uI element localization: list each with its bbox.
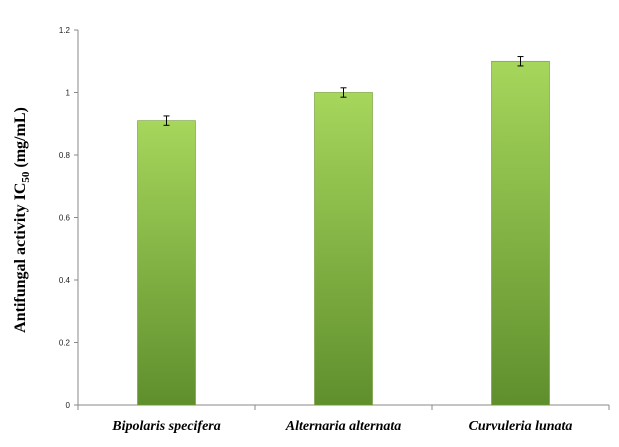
bar [491, 60, 550, 406]
x-axis-ticks [77, 405, 610, 410]
error-bars-group [163, 56, 524, 126]
y-tick-label: 0.8 [59, 151, 71, 160]
x-category-label: Alternaria alternata [285, 419, 402, 434]
y-tick-label: 1.2 [59, 26, 71, 35]
y-axis-title: Antifungal activity IC50 (mg/mL) [12, 107, 32, 333]
y-tick-label: 0.2 [59, 339, 71, 348]
x-category-label: Curvuleria lunata [469, 419, 573, 434]
x-axis-labels: Bipolaris specifera Alternaria alternata C… [111, 419, 572, 434]
y-tick-label: 0.6 [59, 214, 71, 223]
y-axis-ticks: 0 0.2 0.4 0.6 0.8 1 1.2 [59, 26, 78, 410]
bars-group [137, 60, 550, 406]
y-tick-label: 0 [66, 401, 71, 410]
x-category-label: Bipolaris specifera [111, 419, 221, 434]
y-tick-label: 0.4 [59, 276, 71, 285]
bar [314, 92, 373, 406]
bar [137, 120, 196, 406]
y-tick-label: 1 [66, 89, 71, 98]
